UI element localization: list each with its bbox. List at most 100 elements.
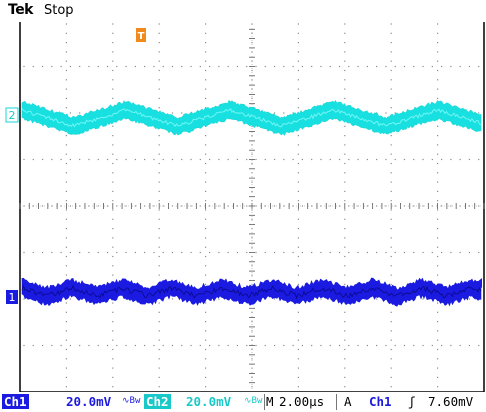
grid-dot	[366, 158, 368, 161]
grid-dot	[403, 158, 406, 161]
ch1-marker-label: 1	[9, 291, 16, 304]
grid-dot	[390, 69, 392, 72]
grid-dot	[158, 181, 160, 183]
grid-dot	[344, 153, 346, 155]
grid-dot	[65, 79, 67, 81]
grid-dot	[51, 344, 53, 347]
grid-dot	[390, 51, 392, 53]
ch2-ground-marker[interactable]: 2	[5, 107, 19, 123]
grid-dot	[390, 321, 392, 323]
grid-dot	[301, 251, 303, 254]
grid-dot	[112, 265, 114, 267]
grid-dot	[158, 97, 160, 99]
grid-dot	[297, 181, 299, 183]
grid-dot	[376, 158, 378, 161]
grid-dot	[65, 42, 67, 44]
trigger-position-marker[interactable]: T	[136, 28, 146, 42]
grid-dot	[112, 181, 114, 183]
grid-dot	[251, 321, 253, 323]
grid-dot	[112, 228, 114, 230]
grid-dot	[437, 162, 439, 165]
trigger-mode: A	[344, 394, 352, 409]
grid-dot	[366, 65, 368, 68]
grid-dot	[209, 205, 211, 207]
grid-dot	[264, 65, 266, 68]
grid-dot	[205, 209, 207, 211]
grid-dot	[255, 65, 257, 68]
grid-dot	[205, 376, 207, 378]
grid-dot	[297, 190, 299, 192]
grid-dot	[65, 330, 67, 332]
ch1-label[interactable]: Ch1	[2, 394, 29, 409]
grid-dot	[162, 205, 164, 207]
grid-dot	[158, 162, 160, 165]
grid-dot	[97, 205, 99, 207]
grid-dot	[366, 344, 368, 347]
divider	[264, 394, 265, 410]
grid-dot	[357, 65, 359, 68]
timebase-value[interactable]: 2.00µs	[279, 394, 325, 409]
grid-dot	[205, 321, 207, 323]
grid-dot	[297, 42, 299, 44]
grid-dot	[205, 283, 207, 285]
grid-dot	[65, 274, 67, 276]
trigger-level[interactable]: 7.60mV	[428, 394, 474, 409]
grid-dot	[311, 344, 313, 347]
grid-dot	[106, 158, 109, 161]
grid-dot	[65, 246, 67, 248]
grid-dot	[65, 348, 67, 351]
grid-dot	[450, 158, 452, 161]
grid-dot	[65, 23, 67, 25]
grid-dot	[158, 330, 160, 332]
grid-dot	[344, 246, 346, 248]
grid-dot	[301, 205, 303, 207]
grid-dot	[112, 274, 114, 276]
grid-dot	[65, 321, 67, 323]
trigger-source[interactable]: Ch1	[369, 394, 392, 409]
grid-dot	[273, 344, 276, 347]
grid-dot	[218, 251, 220, 254]
grid-dot	[218, 65, 220, 68]
grid-dot	[158, 274, 160, 276]
grid-dot	[65, 60, 67, 62]
grid-dot	[390, 200, 392, 202]
grid-dot	[431, 251, 433, 254]
grid-dot	[65, 358, 67, 360]
ch1-ground-marker[interactable]: 1	[6, 290, 18, 304]
grid-dot	[344, 190, 346, 192]
grid-dot	[437, 246, 439, 248]
ch2-label[interactable]: Ch2	[144, 394, 171, 409]
grid-dot	[205, 228, 207, 230]
grid-dot	[468, 158, 471, 161]
grid-dot	[283, 65, 285, 68]
grid-dot	[264, 205, 266, 207]
grid-dot	[199, 65, 201, 68]
grid-dot	[437, 386, 439, 388]
ch2-bandwidth-icon: ∿Bw	[244, 396, 263, 406]
grid-dot	[437, 79, 439, 81]
grid-dot	[65, 237, 67, 239]
grid-dot	[112, 321, 114, 323]
grid-dot	[190, 251, 192, 254]
grid-dot	[344, 255, 346, 258]
grid-dot	[158, 32, 160, 34]
grid-dot	[292, 205, 294, 207]
grid-dot	[385, 65, 387, 68]
grid-dot	[65, 181, 67, 183]
grid-dot	[338, 205, 341, 207]
grid-dot	[158, 265, 160, 267]
grid-dot	[437, 311, 439, 313]
grid-dot	[205, 144, 207, 146]
grid-dot	[227, 344, 229, 347]
grid-dot	[227, 158, 229, 161]
grid-dot	[171, 251, 174, 254]
grid-dot	[297, 69, 299, 72]
grid-dot	[413, 344, 415, 347]
grid-dot	[205, 69, 207, 72]
grid-dot	[437, 255, 439, 258]
grid-dot	[478, 158, 480, 161]
grid-dot	[251, 209, 253, 211]
grid-dot	[344, 162, 346, 165]
grid-dot	[344, 181, 346, 183]
grid-dot	[23, 251, 25, 254]
